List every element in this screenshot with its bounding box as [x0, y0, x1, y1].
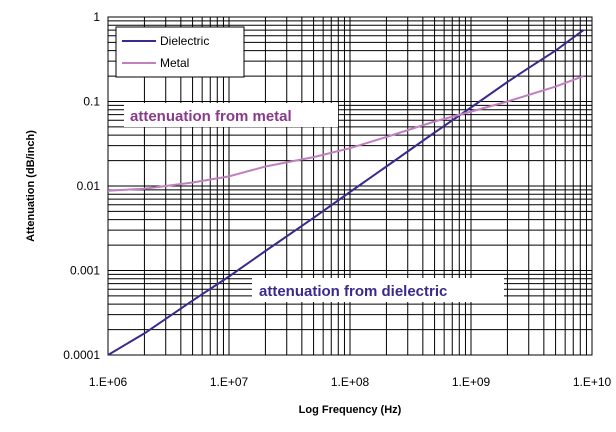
y-tick-label: 0.001 — [70, 264, 100, 278]
y-tick-label: 1 — [93, 10, 100, 24]
x-axis-title: Log Frequency (Hz) — [299, 404, 402, 416]
series-line-metal — [107, 75, 584, 192]
y-axis-title: Attenuation (dB/inch) — [25, 130, 37, 242]
annotation-dielectric-text: attenuation from dielectric — [259, 283, 447, 300]
x-tick-label: 1.E+08 — [331, 375, 370, 389]
legend: Dielectric Metal — [115, 26, 245, 78]
annotation-metal-bg — [124, 103, 338, 127]
y-tick-label: 0.01 — [77, 179, 101, 193]
y-tick-labels: 0.0001 0.001 0.01 0.1 1 — [63, 10, 100, 362]
plot-frame — [107, 16, 593, 356]
annotation-dielectric: attenuation from dielectric — [252, 278, 504, 302]
series-layer — [107, 29, 585, 356]
x-tick-label: 1.E+07 — [210, 375, 249, 389]
annotation-dielectric-bg — [252, 278, 504, 302]
series-line-dielectric — [107, 29, 585, 356]
legend-label-metal: Metal — [160, 56, 189, 70]
x-tick-label: 1.E+10 — [573, 375, 612, 389]
legend-label-dielectric: Dielectric — [160, 34, 209, 48]
x-tick-labels: 1.E+06 1.E+07 1.E+08 1.E+09 1.E+10 — [89, 375, 612, 389]
annotation-metal: attenuation from metal — [124, 103, 338, 127]
x-tick-label: 1.E+06 — [89, 375, 128, 389]
y-tick-label: 0.0001 — [63, 348, 100, 362]
annotation-metal-text: attenuation from metal — [130, 108, 292, 125]
x-tick-label: 1.E+09 — [452, 375, 491, 389]
legend-box — [115, 26, 245, 78]
y-tick-label: 0.1 — [83, 95, 100, 109]
